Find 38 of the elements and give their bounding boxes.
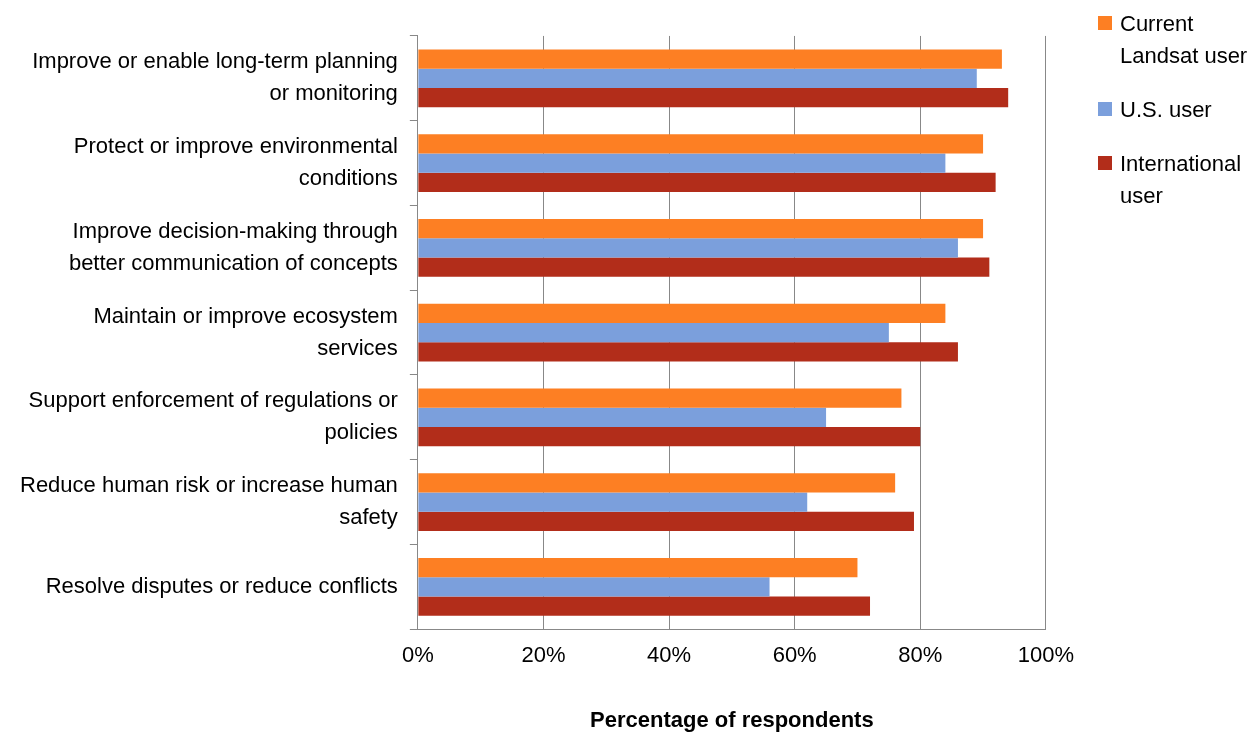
x-tick-label: 0%	[401, 642, 434, 668]
bar	[418, 219, 984, 239]
bar	[418, 407, 827, 427]
bar	[418, 238, 958, 258]
bar	[418, 388, 902, 408]
y-tick-label: Reduce human risk or increase human safety	[20, 472, 398, 530]
y-tick-label: Support enforcement of regulations or policies	[28, 387, 398, 445]
y-tick-label: Improve decision-making through better communication of concepts	[68, 217, 398, 275]
x-tick-label: 40%	[647, 642, 692, 668]
bar	[418, 172, 996, 192]
legend-label: U.S. user	[1120, 96, 1212, 124]
bar	[418, 322, 889, 343]
x-tick-label: 60%	[772, 642, 817, 668]
bar	[418, 87, 1009, 108]
legend-label: Current Landsat user	[1120, 10, 1248, 70]
bar	[418, 153, 946, 173]
legend-label: International user	[1120, 150, 1243, 210]
y-tick-label: Improve or enable long-term planning or monitoring	[32, 48, 398, 106]
bar	[418, 558, 858, 578]
bar	[418, 473, 896, 493]
bar	[418, 511, 914, 531]
x-axis-title: Percentage of respondents	[590, 706, 874, 732]
bar	[418, 134, 984, 154]
bar	[418, 303, 946, 323]
y-tick-label: Maintain or improve ecosystem services	[93, 302, 398, 360]
bar	[418, 596, 871, 616]
bar	[418, 426, 921, 447]
x-tick-label: 100%	[1017, 642, 1075, 668]
y-tick-label: Protect or improve environmental conditions	[73, 133, 398, 191]
bar	[418, 257, 990, 277]
bar	[418, 68, 977, 88]
bar	[418, 342, 958, 362]
x-tick-label: 20%	[521, 642, 566, 668]
y-tick-label: Resolve disputes or reduce conflicts	[45, 572, 398, 598]
bar	[418, 492, 808, 512]
bar	[418, 49, 1002, 69]
bar	[418, 577, 770, 597]
x-tick-label: 80%	[898, 642, 943, 668]
